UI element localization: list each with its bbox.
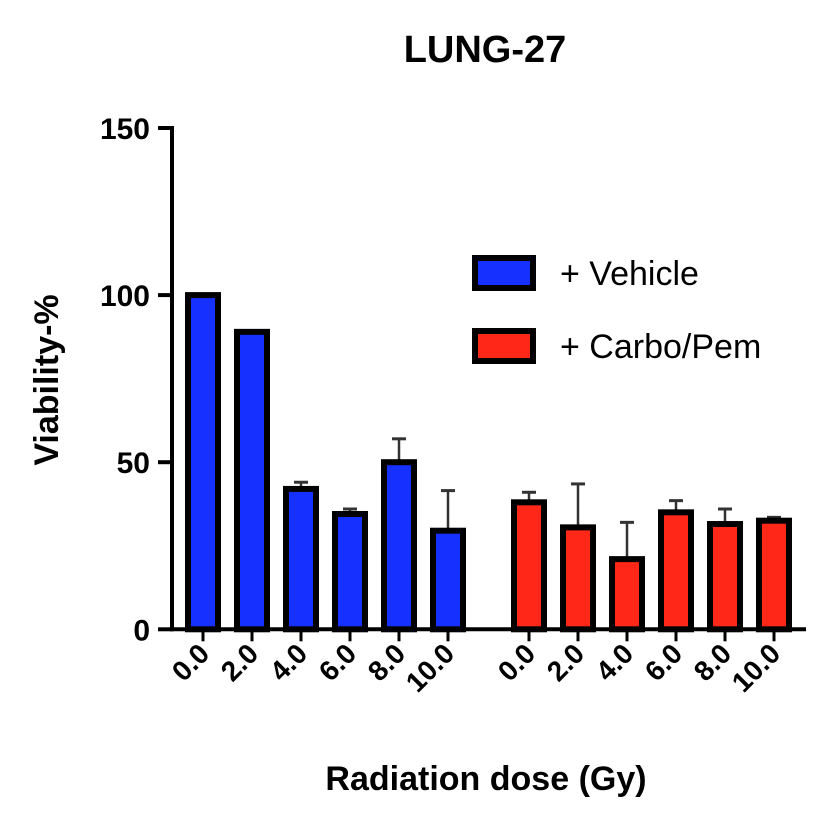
legend-swatch [472, 328, 536, 364]
bar [381, 459, 417, 633]
x-tick-label: 6.0 [313, 638, 362, 687]
x-axis-label: Radiation dose (Gy) [325, 760, 646, 798]
x-tick-label: 10.0 [726, 638, 786, 698]
bar [234, 328, 270, 633]
y-tick-label: 50 [117, 447, 150, 480]
bar [658, 509, 694, 633]
legend-label: + Vehicle [560, 255, 699, 293]
x-tick-label: 10.0 [400, 638, 460, 698]
bar [560, 524, 596, 633]
y-tick-label: 100 [100, 280, 150, 313]
legend-swatch [472, 255, 536, 291]
legend-label: + Carbo/Pem [560, 328, 761, 366]
bar [756, 517, 792, 633]
bar [609, 556, 645, 633]
bar [511, 499, 547, 633]
bar [185, 292, 221, 633]
bar [332, 511, 368, 633]
x-tick-label: 4.0 [590, 638, 639, 687]
bar [707, 521, 743, 633]
y-tick-label: 150 [100, 113, 150, 146]
bar [283, 485, 319, 633]
x-tick-label: 0.0 [166, 638, 215, 687]
bar [430, 527, 466, 633]
x-tick-label: 2.0 [215, 638, 264, 687]
x-tick-label: 2.0 [541, 638, 590, 687]
x-tick-label: 6.0 [639, 638, 688, 687]
y-tick-label: 0 [133, 614, 150, 647]
x-tick-label: 0.0 [492, 638, 541, 687]
y-axis-label: Viability-% [28, 294, 66, 465]
x-tick-label: 4.0 [264, 638, 313, 687]
chart-title: LUNG-27 [404, 29, 567, 71]
